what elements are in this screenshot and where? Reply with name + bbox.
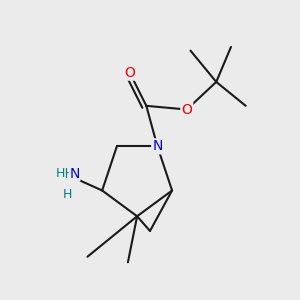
Text: H: H bbox=[56, 167, 65, 180]
Text: N: N bbox=[69, 167, 80, 181]
Text: H: H bbox=[62, 188, 72, 201]
Text: O: O bbox=[124, 66, 135, 80]
Text: O: O bbox=[182, 103, 192, 116]
Text: NH: NH bbox=[55, 167, 76, 181]
Text: N: N bbox=[152, 139, 163, 153]
